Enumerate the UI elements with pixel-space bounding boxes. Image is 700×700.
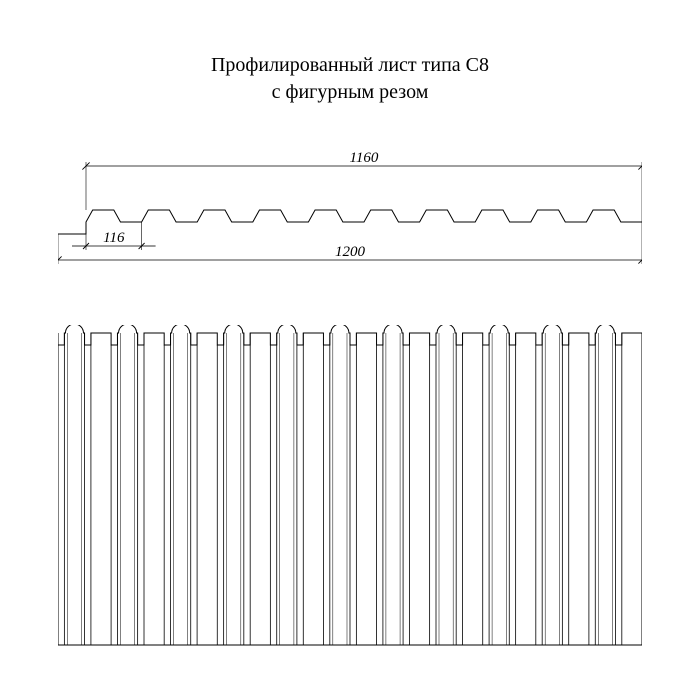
front-elevation — [58, 325, 642, 653]
title-line-2: с фигурным резом — [272, 81, 429, 103]
profile-svg: 1160 116 1200 — [58, 148, 642, 268]
svg-text:1160: 1160 — [350, 150, 379, 166]
page: Профилированный лист типа С8 с фигурным … — [0, 0, 700, 700]
front-svg — [58, 325, 642, 653]
svg-text:1200: 1200 — [335, 244, 366, 260]
profile-cross-section: 1160 116 1200 — [58, 148, 642, 268]
title-line-1: Профилированный лист типа С8 — [211, 54, 489, 76]
page-title: Профилированный лист типа С8 с фигурным … — [0, 52, 700, 106]
svg-text:116: 116 — [103, 230, 125, 246]
